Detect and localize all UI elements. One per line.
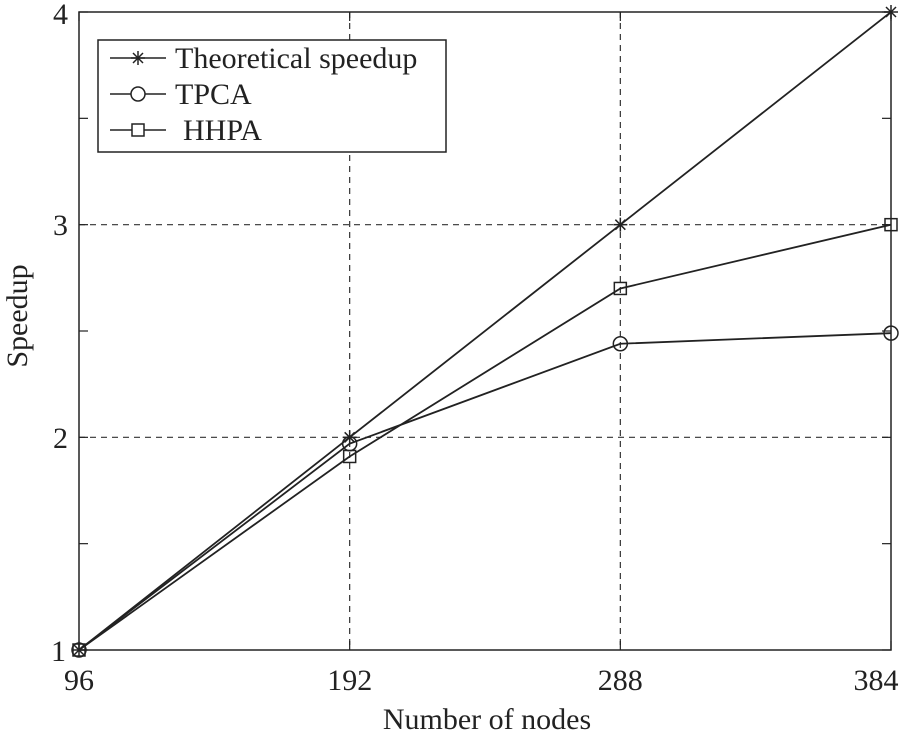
data-point-theoretical-speedup-288 <box>613 217 628 232</box>
series-line-hhpa <box>78 223 892 651</box>
data-point-hhpa-96 <box>72 643 86 657</box>
legend-marker-square <box>131 123 145 137</box>
data-series <box>71 5 899 658</box>
data-point-tpca-288 <box>612 336 629 352</box>
legend: Theoretical speedup TPCA HHPA <box>97 39 447 153</box>
data-point-theoretical-speedup-384 <box>884 5 898 19</box>
x-tick-label-96: 96 <box>64 664 94 697</box>
y-axis-title: Speedup <box>1 264 34 367</box>
data-point-hhpa-288 <box>613 281 628 296</box>
x-axis-title: Number of nodes <box>383 703 591 736</box>
x-tick-label-384: 384 <box>854 664 899 697</box>
series-line-tpca <box>78 332 892 651</box>
data-point-hhpa-384 <box>884 217 898 232</box>
legend-label-hhpa: HHPA <box>183 114 262 147</box>
x-tick-labels: 96 192 288 384 <box>64 664 899 697</box>
legend-label-theoretical: Theoretical speedup <box>175 42 417 75</box>
legend-marker-asterisk <box>131 51 145 65</box>
series-line-theoretical-speedup <box>78 11 892 651</box>
data-point-tpca-96 <box>71 642 87 658</box>
x-tick-label-192: 192 <box>327 664 372 697</box>
legend-marker-circle <box>130 86 146 102</box>
y-tick-label-1: 1 <box>51 635 66 668</box>
y-tick-label-2: 2 <box>53 422 68 455</box>
y-tick-labels: 1 2 3 4 <box>51 0 68 668</box>
data-point-hhpa-192 <box>342 449 357 464</box>
x-tick-label-288: 288 <box>598 664 643 697</box>
y-tick-label-3: 3 <box>53 209 68 242</box>
legend-label-tpca: TPCA <box>175 78 252 111</box>
grid-lines <box>79 12 891 650</box>
y-tick-label-4: 4 <box>53 0 68 31</box>
data-point-tpca-384 <box>883 325 899 341</box>
